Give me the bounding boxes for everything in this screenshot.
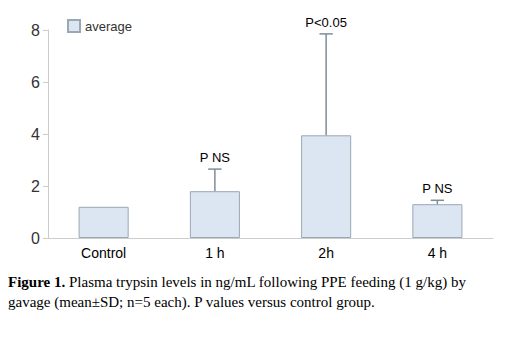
svg-text:1 h: 1 h xyxy=(205,245,224,261)
svg-text:2: 2 xyxy=(31,178,40,195)
svg-text:4 h: 4 h xyxy=(428,245,447,261)
svg-text:4: 4 xyxy=(31,126,40,143)
svg-text:6: 6 xyxy=(31,74,40,91)
svg-text:Control: Control xyxy=(81,245,126,261)
svg-text:2h: 2h xyxy=(318,245,334,261)
svg-text:P<0.05: P<0.05 xyxy=(305,15,347,30)
svg-text:P NS: P NS xyxy=(422,181,452,196)
svg-text:8: 8 xyxy=(31,22,40,39)
svg-text:average: average xyxy=(85,19,132,34)
html-text:Figure 1. Plasma trypsin level: Figure 1. Plasma trypsin levels in ng/mL… xyxy=(8,274,466,310)
svg-text:0: 0 xyxy=(31,230,40,247)
svg-text:P NS: P NS xyxy=(200,150,230,165)
